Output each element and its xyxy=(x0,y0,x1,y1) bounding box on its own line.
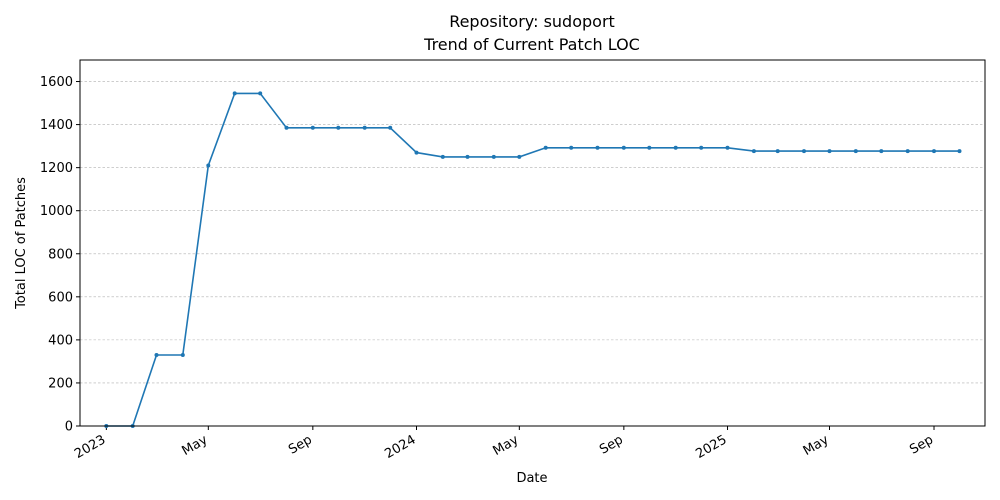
data-point xyxy=(180,353,185,357)
data-point xyxy=(853,149,858,154)
data-point xyxy=(647,145,652,150)
data-points xyxy=(104,91,962,428)
data-point xyxy=(388,125,393,130)
data-point xyxy=(569,145,574,150)
y-tick-label: 800 xyxy=(48,247,73,262)
y-tick-label: 400 xyxy=(48,333,73,348)
data-point xyxy=(905,149,910,154)
data-point xyxy=(957,149,962,154)
series-line xyxy=(106,92,960,427)
y-tick-label: 0 xyxy=(65,420,73,435)
chart-subtitle: Trend of Current Patch LOC xyxy=(423,35,640,54)
x-axis-label: Date xyxy=(516,471,547,486)
data-point xyxy=(414,150,419,155)
data-point xyxy=(232,91,237,96)
data-point xyxy=(775,149,780,154)
y-tick-label: 1200 xyxy=(40,161,73,176)
data-point xyxy=(362,125,367,130)
data-point xyxy=(310,125,315,130)
x-tick-label: May xyxy=(801,432,832,459)
x-axis-ticks: 2023 May Sep 2024 May Sep 2025 May Sep xyxy=(72,426,936,462)
data-point xyxy=(154,353,159,357)
data-point xyxy=(258,91,263,96)
y-tick-label: 1600 xyxy=(40,75,73,90)
y-tick-label: 1000 xyxy=(40,204,73,219)
plot-frame xyxy=(79,59,986,427)
data-point xyxy=(802,149,806,154)
data-point xyxy=(284,125,289,130)
x-tick-label: May xyxy=(491,432,522,459)
data-point xyxy=(543,145,548,150)
x-tick-label: 2025 xyxy=(693,432,729,462)
x-tick-label: May xyxy=(180,432,211,459)
data-point xyxy=(440,154,445,159)
y-tick-label: 200 xyxy=(48,376,73,391)
data-point xyxy=(621,145,626,150)
data-point xyxy=(932,149,936,154)
data-point xyxy=(336,125,341,130)
x-tick-label: Sep xyxy=(286,432,315,457)
data-point xyxy=(827,149,832,154)
data-point xyxy=(517,154,522,159)
data-point xyxy=(595,145,600,150)
data-point xyxy=(465,154,470,159)
data-point xyxy=(751,149,756,154)
y-axis-ticks: 0 200 400 600 800 1000 1200 1400 1600 xyxy=(40,75,80,435)
data-point xyxy=(725,145,730,150)
data-point xyxy=(491,154,496,159)
y-axis-label: Total LOC of Patches xyxy=(14,177,29,310)
data-point xyxy=(879,149,884,154)
chart-title: Repository: sudoport xyxy=(449,12,615,31)
data-point xyxy=(699,145,704,150)
x-tick-label: 2024 xyxy=(382,432,418,462)
y-tick-label: 1400 xyxy=(40,118,73,133)
y-gridlines xyxy=(80,81,985,427)
y-tick-label: 600 xyxy=(48,290,73,305)
x-tick-label: Sep xyxy=(597,432,626,457)
x-tick-label: 2023 xyxy=(72,432,108,462)
data-point xyxy=(673,145,678,150)
data-point xyxy=(206,163,211,168)
x-tick-label: Sep xyxy=(907,432,936,457)
